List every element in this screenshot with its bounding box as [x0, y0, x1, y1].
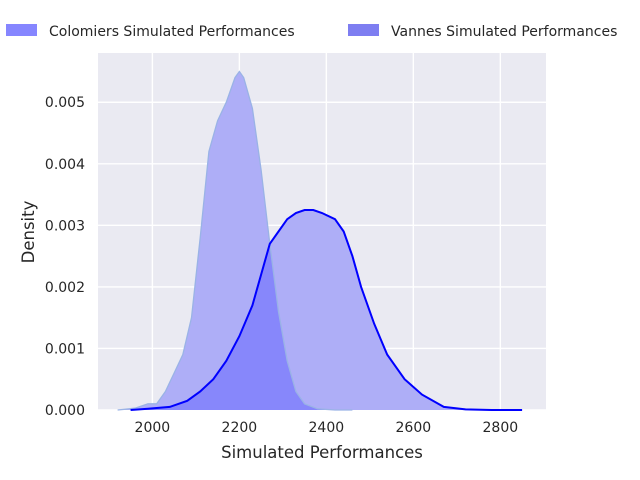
y-tick-label: 0.005	[45, 95, 85, 111]
legend-patch-colomiers	[6, 24, 37, 36]
y-tick-label: 0.003	[45, 218, 85, 234]
y-tick-labels: 0.000 0.001 0.002 0.003 0.004 0.005	[45, 95, 85, 419]
legend-label-vannes: Vannes Simulated Performances	[391, 24, 617, 40]
y-tick-label: 0.004	[45, 157, 85, 173]
density-areas	[117, 71, 523, 410]
x-axis-label: Simulated Performances	[221, 443, 423, 462]
y-tick-label: 0.000	[45, 403, 85, 419]
area-colomiers	[117, 71, 353, 410]
x-tick-label: 2600	[396, 420, 432, 436]
x-tick-label: 2800	[483, 420, 519, 436]
legend-label-colomiers: Colomiers Simulated Performances	[49, 24, 295, 40]
x-tick-label: 2000	[135, 420, 171, 436]
x-tick-label: 2400	[309, 420, 345, 436]
line-colomiers	[117, 70, 353, 411]
legend-patch-vannes	[348, 24, 379, 36]
y-tick-label: 0.002	[45, 280, 85, 296]
y-axis-label: Density	[19, 200, 38, 263]
x-tick-labels: 2000 2200 2400 2600 2800	[135, 420, 519, 436]
x-tick-label: 2200	[222, 420, 258, 436]
area-overlap	[130, 246, 353, 410]
density-lines	[117, 70, 523, 411]
legend: Colomiers Simulated Performances Vannes …	[6, 24, 617, 40]
y-tick-label: 0.001	[45, 341, 85, 357]
line-vannes	[130, 209, 523, 411]
